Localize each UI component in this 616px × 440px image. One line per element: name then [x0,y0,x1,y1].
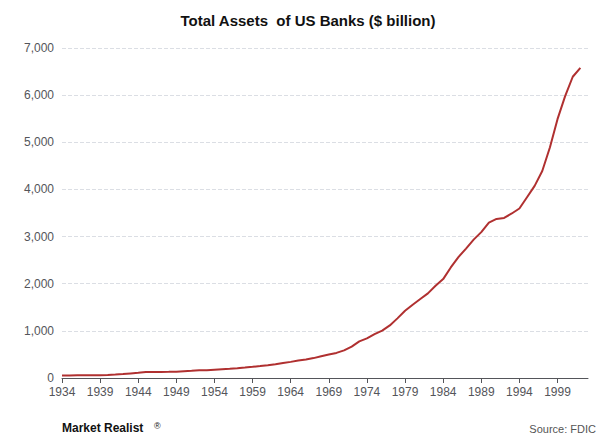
svg-text:1979: 1979 [392,385,419,399]
svg-text:2,000: 2,000 [24,277,54,291]
svg-text:1944: 1944 [125,385,152,399]
svg-text:1984: 1984 [430,385,457,399]
svg-text:5,000: 5,000 [24,135,54,149]
svg-text:6,000: 6,000 [24,88,54,102]
svg-text:7,000: 7,000 [24,41,54,55]
svg-text:1989: 1989 [468,385,495,399]
svg-text:Source: FDIC: Source: FDIC [529,423,596,435]
svg-text:0: 0 [47,371,54,385]
svg-text:®: ® [154,421,161,431]
svg-text:1,000: 1,000 [24,324,54,338]
svg-text:4,000: 4,000 [24,182,54,196]
svg-text:1959: 1959 [239,385,266,399]
svg-text:1994: 1994 [506,385,533,399]
svg-text:1949: 1949 [163,385,190,399]
svg-text:3,000: 3,000 [24,230,54,244]
svg-text:1939: 1939 [87,385,114,399]
svg-text:1969: 1969 [315,385,342,399]
svg-text:1974: 1974 [354,385,381,399]
svg-text:1999: 1999 [544,385,571,399]
svg-text:1954: 1954 [201,385,228,399]
svg-text:Total Assets of US Banks ($ b: Total Assets of US Banks ($ billion) [180,12,435,29]
svg-text:1934: 1934 [49,385,76,399]
svg-text:1964: 1964 [277,385,304,399]
svg-text:Market Realist: Market Realist [62,421,143,435]
